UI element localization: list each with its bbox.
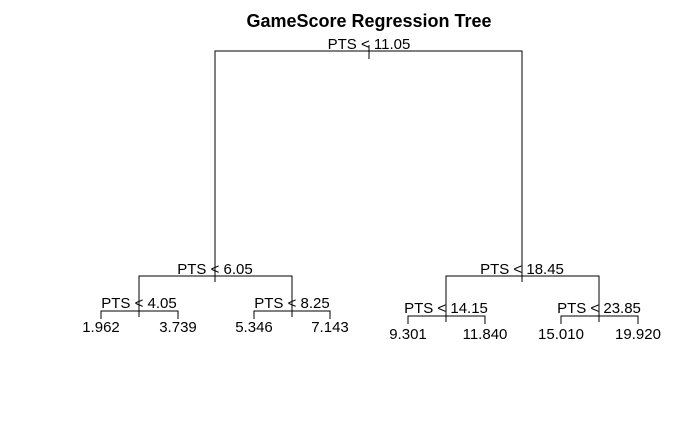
leaf-value: 19.920 <box>615 326 661 343</box>
split-label-left-right: PTS < 8.25 <box>254 295 329 312</box>
split-labels: PTS < 11.05 PTS < 6.05 PTS < 18.45 PTS <… <box>101 36 641 317</box>
split-label-left-left: PTS < 4.05 <box>101 295 176 312</box>
leaf-values: 1.962 3.739 5.346 7.143 9.301 11.840 15.… <box>82 319 661 343</box>
leaf-value: 15.010 <box>538 326 584 343</box>
split-label-root: PTS < 11.05 <box>328 36 411 53</box>
leaf-value: 1.962 <box>82 319 120 336</box>
split-label-left: PTS < 6.05 <box>177 261 252 278</box>
leaf-value: 5.346 <box>235 319 273 336</box>
split-label-right-left: PTS < 14.15 <box>404 300 488 317</box>
root-split-branch <box>214 50 523 276</box>
split-label-right: PTS < 18.45 <box>480 261 564 278</box>
leaf-value: 9.301 <box>389 326 427 343</box>
leaf-value: 3.739 <box>159 319 197 336</box>
split-label-right-right: PTS < 23.85 <box>557 300 641 317</box>
tree-edges <box>100 45 639 324</box>
leaf-value: 11.840 <box>463 326 508 343</box>
leaf-value: 7.143 <box>311 319 349 336</box>
tree-title: GameScore Regression Tree <box>246 11 491 31</box>
